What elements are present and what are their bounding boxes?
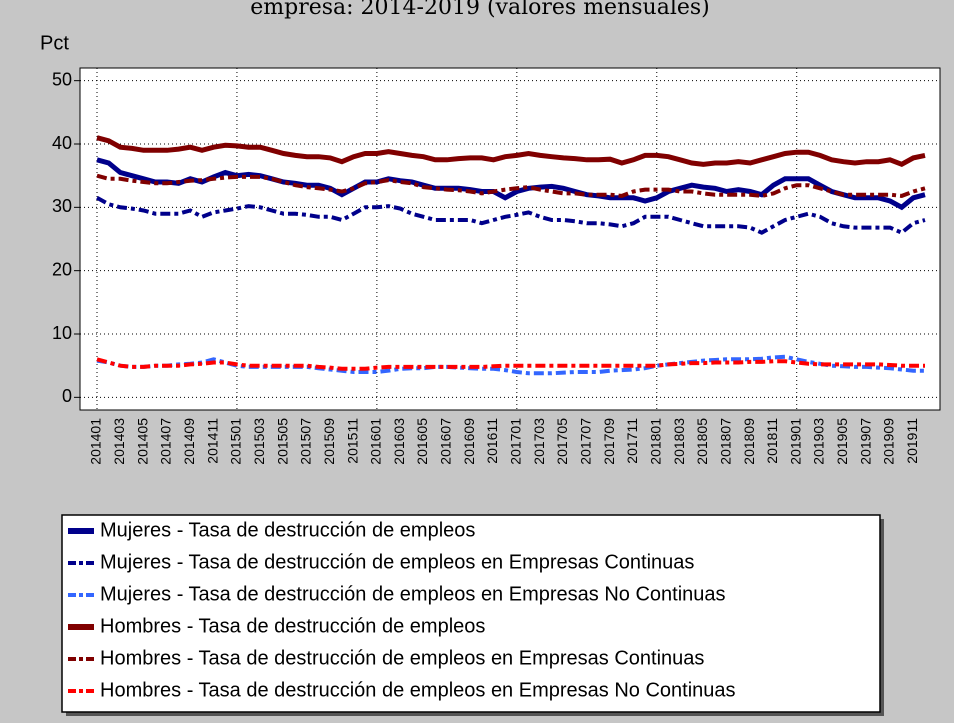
x-tick-label: 201701 [508, 418, 524, 465]
x-tick-label: 201501 [228, 418, 244, 465]
x-tick-label: 201405 [134, 418, 150, 465]
series-line [96, 357, 925, 371]
y-tick-label: 30 [52, 196, 72, 216]
y-tick-label: 10 [52, 323, 72, 343]
x-tick-label: 201901 [787, 418, 803, 465]
x-tick-label: 201401 [88, 418, 104, 465]
legend-label: Mujeres - Tasa de destrucción de empleos… [100, 583, 726, 605]
legend [61, 514, 881, 713]
x-tick-label: 201507 [298, 418, 314, 465]
x-tick-label: 201903 [811, 418, 827, 465]
x-tick-label: 201411 [204, 418, 220, 464]
legend-label: Mujeres - Tasa de destrucción de empleos [100, 519, 475, 541]
x-tick-label: 201503 [251, 418, 267, 465]
x-tick-label: 201705 [554, 418, 570, 465]
x-tick-label: 201607 [438, 418, 454, 465]
x-tick-label: 201807 [717, 418, 733, 465]
chart-title: empresa: 2014-2019 (valores mensuales) [250, 0, 710, 20]
x-tick-label: 201603 [391, 418, 407, 465]
x-tick-label: 201707 [578, 418, 594, 465]
x-tick-label: 201403 [111, 418, 127, 465]
legend-label: Hombres - Tasa de destrucción de empleos… [100, 679, 736, 701]
x-tick-label: 201509 [321, 418, 337, 465]
x-tick-label: 201803 [671, 418, 687, 465]
x-tick-label: 201505 [274, 418, 290, 465]
x-tick-label: 201805 [694, 418, 710, 465]
y-tick-label: 50 [52, 69, 72, 89]
legend-label: Mujeres - Tasa de destrucción de empleos… [100, 551, 694, 573]
x-tick-label: 201905 [834, 418, 850, 465]
x-tick-label: 201611 [484, 418, 500, 464]
x-tick-label: 201811 [764, 418, 780, 464]
legend-label: Hombres - Tasa de destrucción de empleos [100, 615, 485, 637]
x-tick-label: 201809 [741, 418, 757, 465]
x-tick-label: 201409 [181, 418, 197, 465]
x-tick-label: 201907 [857, 418, 873, 465]
x-tick-label: 201801 [647, 418, 663, 465]
x-tick-label: 201511 [344, 418, 360, 464]
x-tick-label: 201711 [624, 418, 640, 464]
x-tick-label: 201911 [904, 418, 920, 464]
x-tick-label: 201601 [368, 418, 384, 465]
x-tick-label: 201609 [461, 418, 477, 465]
x-tick-label: 201605 [414, 418, 430, 465]
series-line [96, 173, 926, 198]
y-tick-label: 40 [52, 133, 72, 153]
legend-label: Hombres - Tasa de destrucción de empleos… [100, 647, 704, 669]
y-tick-label: 20 [52, 259, 72, 279]
x-tick-label: 201909 [881, 418, 897, 465]
y-tick-label: 0 [62, 386, 72, 406]
series-line [96, 135, 926, 168]
x-tick-label: 201407 [158, 418, 174, 465]
x-tick-label: 201709 [601, 418, 617, 465]
x-tick-label: 201703 [531, 418, 547, 465]
y-axis-label: Pct [40, 32, 69, 54]
